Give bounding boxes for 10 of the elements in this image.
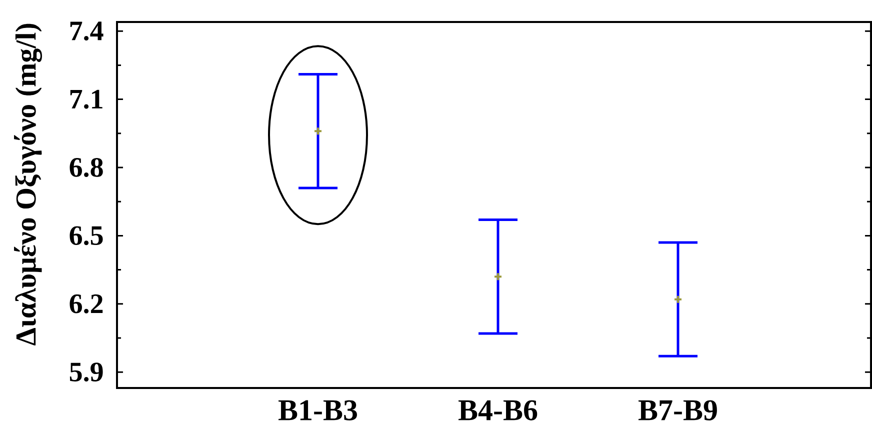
y-tick-label: 5.9 (70, 362, 103, 382)
y-tick-label: 6.8 (70, 158, 103, 177)
y-tick-label: 7.1 (70, 90, 102, 109)
y-tick-label: 7.4 (70, 22, 104, 40)
y-tick-label: 6.5 (70, 226, 103, 246)
y-tick-label: 6.2 (70, 294, 103, 314)
x-tick-label: B7-B9 (638, 400, 717, 420)
y-axis-title: Διαλυμένο Οξυγόνο (mg/l) (14, 24, 42, 346)
x-tick-label: B1-B3 (278, 400, 357, 420)
x-tick-label: B4-B6 (458, 400, 538, 420)
